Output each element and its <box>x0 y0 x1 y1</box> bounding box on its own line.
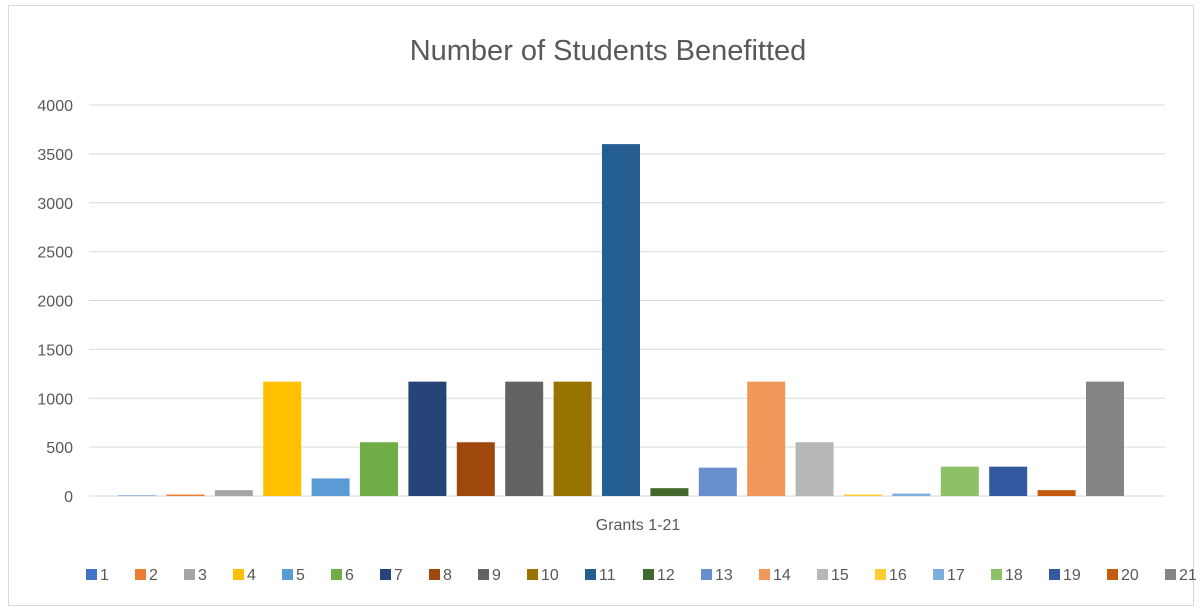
legend-item-4: 4 <box>233 567 256 584</box>
x-axis-label: Grants 1-21 <box>596 517 681 534</box>
legend-swatch <box>331 569 342 580</box>
y-axis-tick-labels: 0 500 1000 1500 2000 2500 3000 3500 4000 <box>37 98 73 506</box>
legend-label: 7 <box>394 567 403 584</box>
bar-grant-16 <box>844 494 882 496</box>
legend-label: 8 <box>443 567 452 584</box>
bar-grant-13 <box>698 467 737 496</box>
legend-label: 1 <box>100 567 109 584</box>
bar-grant-9 <box>505 381 544 496</box>
y-tick-label: 2000 <box>37 294 73 311</box>
legend-label: 14 <box>773 567 791 584</box>
y-tick-label: 1000 <box>37 391 73 408</box>
legend-item-16: 16 <box>875 567 907 584</box>
legend-swatch <box>933 569 944 580</box>
legend-label: 10 <box>541 567 559 584</box>
legend-label: 19 <box>1063 567 1081 584</box>
legend-item-13: 13 <box>701 567 733 584</box>
legend-swatch <box>86 569 97 580</box>
legend-swatch <box>643 569 654 580</box>
bar-grant-4 <box>263 381 302 496</box>
legend-label: 20 <box>1121 567 1139 584</box>
legend-item-5: 5 <box>282 567 305 584</box>
legend-swatch <box>233 569 244 580</box>
legend: 1 2 3 4 5 6 7 8 9 10 11 12 13 14 15 16 17 18 19 20 21 <box>86 567 1197 584</box>
legend-swatch <box>135 569 146 580</box>
legend-swatch <box>991 569 1002 580</box>
legend-label: 21 <box>1179 567 1197 584</box>
legend-item-2: 2 <box>135 567 158 584</box>
legend-swatch <box>1165 569 1176 580</box>
legend-item-20: 20 <box>1107 567 1139 584</box>
y-tick-label: 0 <box>64 489 73 506</box>
legend-swatch <box>478 569 489 580</box>
legend-label: 13 <box>715 567 733 584</box>
bar-grant-3 <box>214 490 253 496</box>
legend-item-15: 15 <box>817 567 849 584</box>
legend-item-9: 9 <box>478 567 501 584</box>
legend-label: 3 <box>198 567 207 584</box>
legend-swatch <box>429 569 440 580</box>
bar-grant-18 <box>940 466 979 496</box>
chart-title: Number of Students Benefitted <box>410 35 807 67</box>
legend-item-18: 18 <box>991 567 1023 584</box>
legend-swatch <box>527 569 538 580</box>
y-tick-label: 4000 <box>37 98 73 115</box>
bar-grant-21 <box>1086 381 1124 496</box>
bar-grant-20 <box>1037 490 1076 496</box>
legend-label: 6 <box>345 567 354 584</box>
bar-grant-2 <box>166 494 205 496</box>
legend-item-7: 7 <box>380 567 403 584</box>
legend-label: 17 <box>947 567 965 584</box>
legend-swatch <box>184 569 195 580</box>
legend-item-6: 6 <box>331 567 354 584</box>
bar-grant-12 <box>650 488 689 496</box>
bar-grant-17 <box>892 493 931 496</box>
legend-item-3: 3 <box>184 567 207 584</box>
bar-grant-15 <box>795 442 834 496</box>
legend-label: 12 <box>657 567 675 584</box>
bar-grant-19 <box>989 466 1028 496</box>
bar-grant-7 <box>408 381 447 496</box>
legend-label: 16 <box>889 567 907 584</box>
bar-grant-8 <box>456 442 495 496</box>
legend-item-11: 11 <box>585 567 616 584</box>
legend-label: 15 <box>831 567 849 584</box>
legend-label: 2 <box>149 567 158 584</box>
bar-grant-14 <box>747 381 786 496</box>
legend-item-21: 21 <box>1165 567 1197 584</box>
legend-swatch <box>1107 569 1118 580</box>
bars <box>118 144 1124 496</box>
legend-label: 18 <box>1005 567 1023 584</box>
legend-item-14: 14 <box>759 567 791 584</box>
legend-item-8: 8 <box>429 567 452 584</box>
legend-swatch <box>875 569 886 580</box>
legend-swatch <box>1049 569 1060 580</box>
bar-grant-10 <box>553 381 592 496</box>
bar-grant-6 <box>360 442 398 496</box>
legend-swatch <box>817 569 828 580</box>
legend-swatch <box>282 569 293 580</box>
legend-item-12: 12 <box>643 567 675 584</box>
y-tick-label: 1500 <box>37 342 73 359</box>
bar-grant-11 <box>602 144 640 496</box>
legend-item-1: 1 <box>86 567 109 584</box>
legend-swatch <box>701 569 712 580</box>
y-tick-label: 2500 <box>37 245 73 262</box>
legend-swatch <box>759 569 770 580</box>
bar-grant-5 <box>311 478 350 496</box>
y-tick-label: 500 <box>46 440 73 457</box>
legend-item-10: 10 <box>527 567 559 584</box>
legend-swatch <box>585 569 596 580</box>
legend-swatch <box>380 569 391 580</box>
legend-label: 5 <box>296 567 305 584</box>
legend-label: 4 <box>247 567 256 584</box>
legend-item-17: 17 <box>933 567 965 584</box>
legend-label: 9 <box>492 567 501 584</box>
legend-label: 11 <box>599 567 616 584</box>
y-tick-label: 3500 <box>37 147 73 164</box>
legend-item-19: 19 <box>1049 567 1081 584</box>
y-tick-label: 3000 <box>37 196 73 213</box>
